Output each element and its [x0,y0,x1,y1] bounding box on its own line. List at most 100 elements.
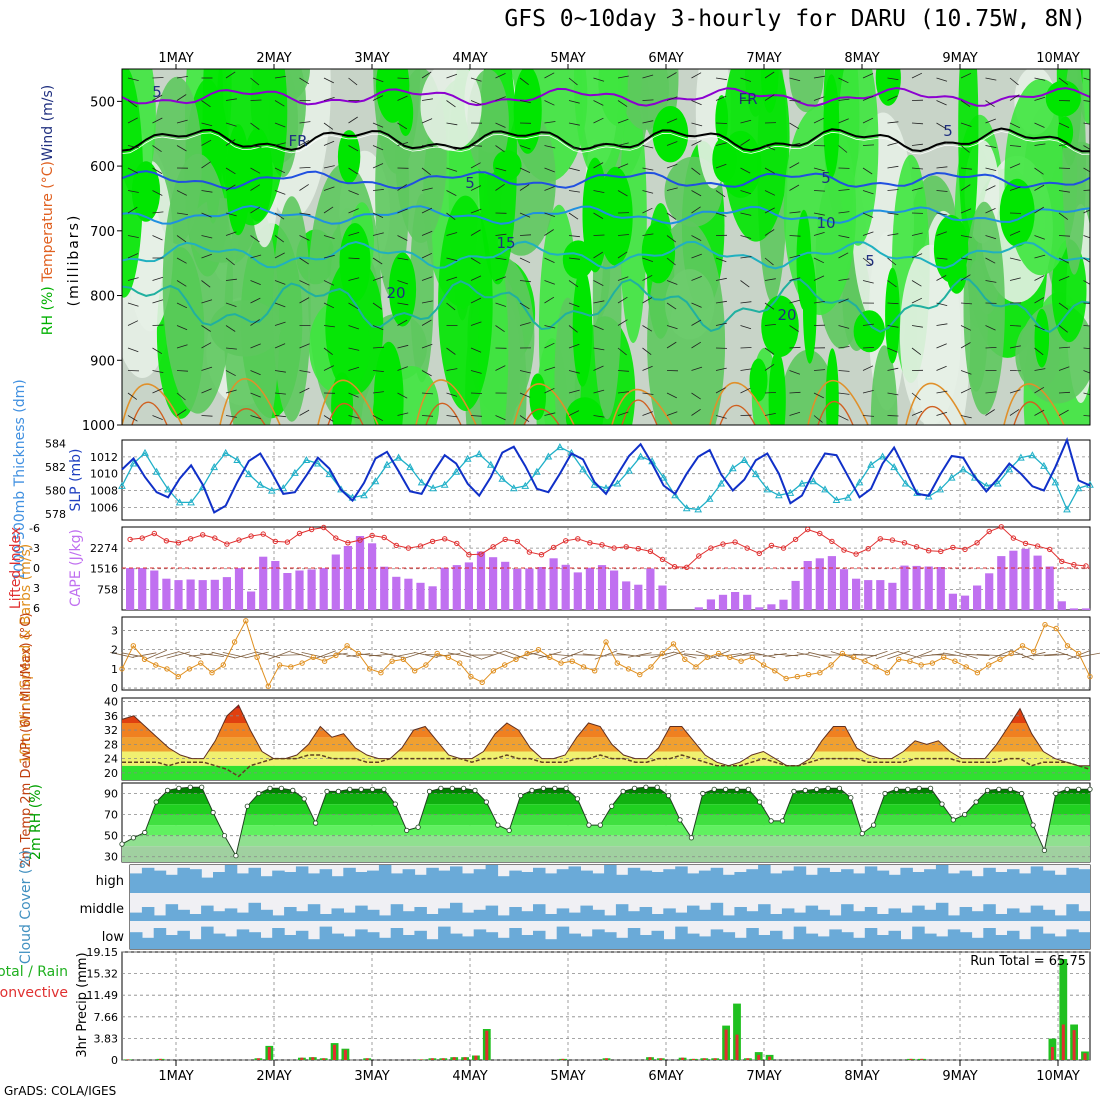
lifted-index-point [708,545,714,551]
wind-barb [127,277,139,281]
cloud-cell-low [414,930,427,949]
wind-barb [201,415,213,417]
wind-speed-point [175,673,182,680]
rh-point [768,818,774,824]
precip-convective-bar [430,1058,434,1060]
cape-bar [900,565,909,610]
wind-barb [274,392,286,395]
wind-barb [691,122,703,127]
wind-speed-point [412,668,418,674]
lifted-index-point [224,541,230,547]
wind-barb [372,415,383,421]
wind-barb [1034,77,1046,81]
rh-point [130,835,136,841]
cloud-cell-low [734,937,747,949]
wind-barb [176,257,187,264]
wind-barb [250,415,262,420]
cape-bar [622,581,631,610]
wind-barb [201,235,213,239]
lifted-index-point [889,537,896,543]
wind-barb [274,321,286,326]
thickness-point [936,485,945,493]
contour-label: 5 [865,252,875,270]
wind-barb-10m [650,651,674,659]
wind-barb-10m [571,654,596,656]
wind-barb [960,145,970,153]
wind-barb [176,409,187,416]
thickness-point [141,448,149,456]
cloud-cell-low [698,936,712,949]
cloud-cover [130,865,1090,949]
cloud-cell-middle [1030,905,1044,921]
precip-convective-bar [126,1059,130,1060]
rh-point [609,803,615,809]
wind-speed-point [986,662,992,668]
wind-barb [544,145,556,149]
cloud-cell-high [556,869,570,893]
wind-barb [421,230,433,236]
rh-point [574,796,581,802]
wind-barb [446,232,458,236]
dewpoint-line [122,754,1091,778]
wind-barb [617,142,629,146]
cloud-cell-middle [568,912,581,921]
axis-labels: 1MAY1MAY2MAY2MAY3MAY3MAY4MAY4MAY5MAY5MAY… [0,51,1086,1084]
wind-barb [1009,145,1022,147]
wind-barb [446,302,456,311]
date-label-top: 8MAY [844,51,879,66]
wind-barb [764,302,775,310]
cape-bar [791,580,800,610]
wind-barb [789,77,801,82]
wind-barb [470,208,482,214]
wind-barb [201,388,212,394]
cloud-cell-middle [995,914,1008,921]
cloud-cell-middle [1042,909,1056,921]
wind-barb-10m [313,650,336,660]
cape-bar [501,561,510,610]
cloud-cell-high [580,870,593,893]
wind-barb-10m [335,652,359,658]
wind-speed-point [693,664,699,670]
wind-barb [152,276,164,281]
rh-point [335,788,341,795]
cloud-cell-high [734,872,747,893]
rh-patch [652,106,689,163]
wind-barb [789,411,801,416]
cloud-cell-middle [853,911,866,921]
wind-barb [593,251,604,259]
cloud-cell-low [1054,936,1067,949]
date-label-top: 1MAY [158,51,193,66]
wind-barb [960,235,972,238]
cape-bar [198,580,207,610]
precip-tick-label: 11.49 [87,989,119,1002]
wind-barb [838,370,850,372]
wind-barb-10m [447,652,472,658]
wind-barb [568,302,580,308]
cloud-cell-middle [521,911,534,921]
wind-barb [225,389,237,394]
wind-barb [642,297,653,304]
rh-patch [493,150,522,181]
wind-barb [1009,230,1021,236]
lifted-index-point [926,548,932,554]
contour-label: 20 [777,306,796,324]
panel-frame-p8 [121,951,1091,1061]
rh-point [199,784,205,790]
wind-barb [397,142,409,146]
wind-barb [152,167,163,174]
wind-barb [936,77,948,82]
cloud-cell-high [698,870,712,893]
wind-barb [274,100,285,107]
wind-barb-10m [403,651,427,659]
panels-content [110,437,1100,1061]
wind-barb [715,300,727,304]
cape-bar [489,557,498,610]
temp-tick-label: 40 [104,696,118,709]
cape-bar [767,604,776,610]
wind-barb [862,95,874,101]
wind-barb-10m [234,651,258,659]
wind-barb [960,325,972,331]
wind-speed-point [254,654,260,660]
cloud-cell-low [153,928,167,949]
